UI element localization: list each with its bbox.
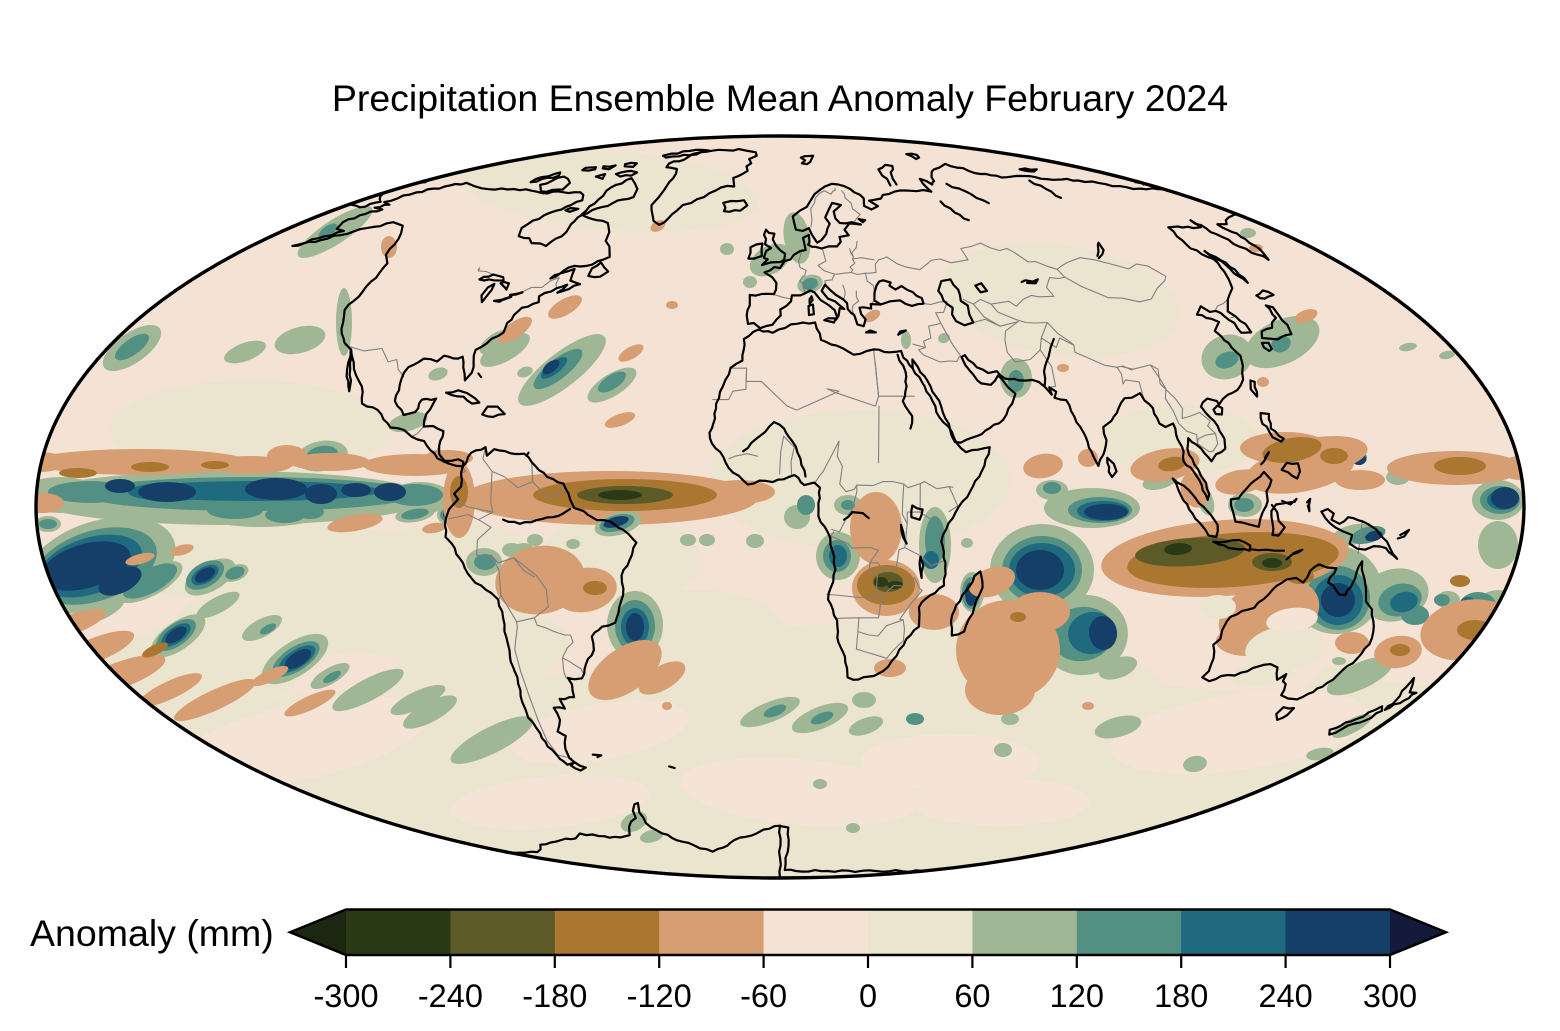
- svg-text:240: 240: [1258, 978, 1312, 1014]
- svg-text:Precipitation Ensemble Mean An: Precipitation Ensemble Mean Anomaly Febr…: [332, 77, 1228, 119]
- svg-text:-60: -60: [740, 978, 787, 1014]
- svg-text:180: 180: [1154, 978, 1208, 1014]
- svg-text:-120: -120: [627, 978, 692, 1014]
- svg-text:-180: -180: [522, 978, 587, 1014]
- svg-text:0: 0: [859, 978, 877, 1014]
- svg-text:-300: -300: [313, 978, 378, 1014]
- svg-text:-240: -240: [418, 978, 483, 1014]
- svg-text:120: 120: [1050, 978, 1104, 1014]
- svg-text:300: 300: [1363, 978, 1417, 1014]
- svg-text:Anomaly (mm): Anomaly (mm): [30, 912, 274, 954]
- svg-text:60: 60: [954, 978, 990, 1014]
